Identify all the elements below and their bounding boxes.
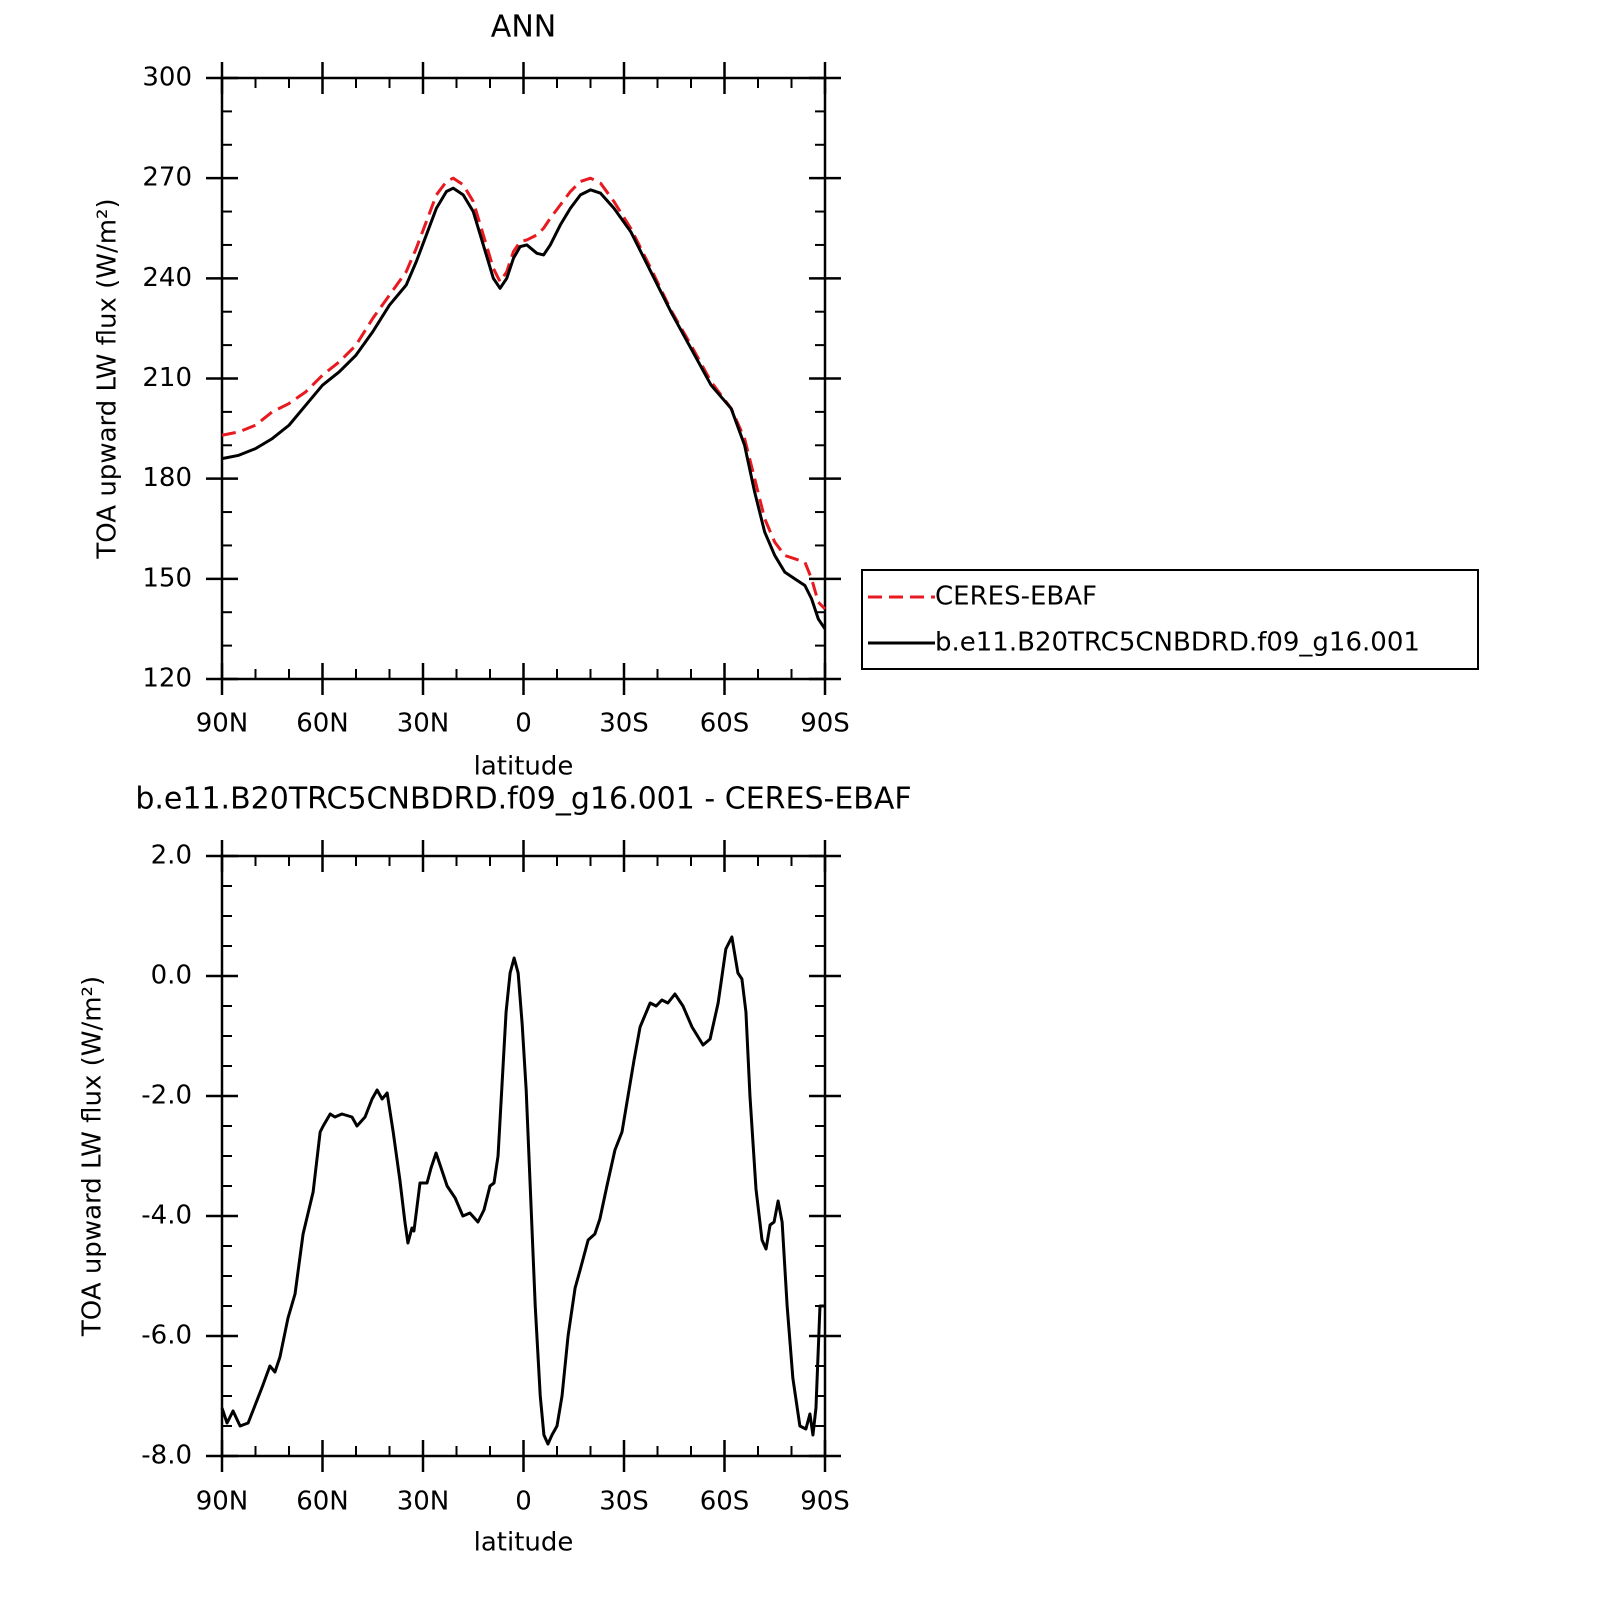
x-tick-label: 60S: [700, 1487, 750, 1517]
data-line: [221, 176, 827, 610]
legend-box: [861, 569, 1479, 670]
y-tick-label: 2.0: [151, 841, 192, 871]
y-tick-label: 150: [142, 563, 192, 593]
data-line: [221, 186, 827, 630]
y-tick-label: 240: [142, 263, 192, 293]
x-tick-label: 60S: [700, 709, 750, 739]
y-tick-label: 120: [142, 664, 192, 694]
y-axis-label: TOA upward LW flux (W/m²): [93, 198, 123, 559]
legend-label: b.e11.B20TRC5CNBDRD.f09_g16.001: [935, 628, 1420, 658]
x-axis-label: latitude: [474, 1528, 574, 1558]
y-tick-label: 210: [142, 363, 192, 393]
y-tick-label: -4.0: [141, 1201, 192, 1231]
x-tick-label: 90N: [196, 1487, 249, 1517]
y-tick-label: -8.0: [141, 1441, 192, 1471]
y-tick-label: -6.0: [141, 1321, 192, 1351]
y-tick-label: -2.0: [141, 1081, 192, 1111]
chart-title: b.e11.B20TRC5CNBDRD.f09_g16.001 - CERES-…: [135, 782, 911, 817]
x-tick-label: 30N: [397, 1487, 450, 1517]
data-line: [220, 935, 825, 1446]
y-tick-label: 0.0: [151, 961, 192, 991]
plot-frame: [220, 854, 827, 1458]
plot-frame: [220, 76, 827, 681]
x-tick-label: 90S: [800, 1487, 850, 1517]
chart-title: ANN: [491, 10, 556, 45]
legend-label: CERES-EBAF: [935, 582, 1097, 612]
y-axis-label: TOA upward LW flux (W/m²): [78, 976, 108, 1337]
x-tick-label: 60N: [296, 1487, 349, 1517]
y-tick-label: 300: [142, 63, 192, 93]
x-tick-label: 90N: [196, 709, 249, 739]
x-tick-label: 0: [515, 709, 532, 739]
x-axis-label: latitude: [474, 752, 574, 782]
x-tick-label: 60N: [296, 709, 349, 739]
x-tick-label: 30S: [599, 1487, 649, 1517]
x-tick-label: 30S: [599, 709, 649, 739]
x-tick-label: 0: [515, 1487, 532, 1517]
x-tick-label: 30N: [397, 709, 450, 739]
y-tick-label: 180: [142, 463, 192, 493]
x-tick-label: 90S: [800, 709, 850, 739]
y-tick-label: 270: [142, 163, 192, 193]
